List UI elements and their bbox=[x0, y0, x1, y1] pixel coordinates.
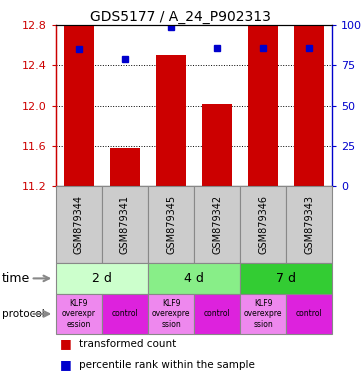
Text: control: control bbox=[112, 310, 138, 318]
Text: time: time bbox=[2, 272, 30, 285]
Text: 2 d: 2 d bbox=[92, 272, 112, 285]
Text: GSM879346: GSM879346 bbox=[258, 195, 268, 254]
Text: control: control bbox=[296, 310, 322, 318]
Text: KLF9
overexpr
ession: KLF9 overexpr ession bbox=[62, 299, 96, 329]
Text: protocol: protocol bbox=[2, 309, 44, 319]
Text: GDS5177 / A_24_P902313: GDS5177 / A_24_P902313 bbox=[90, 10, 271, 23]
Bar bbox=[248, 0, 278, 186]
Text: transformed count: transformed count bbox=[79, 339, 177, 349]
Text: GSM879342: GSM879342 bbox=[212, 195, 222, 254]
Text: control: control bbox=[204, 310, 230, 318]
Bar bbox=[202, 104, 232, 186]
Text: GSM879343: GSM879343 bbox=[304, 195, 314, 254]
Text: percentile rank within the sample: percentile rank within the sample bbox=[79, 360, 255, 370]
Text: GSM879344: GSM879344 bbox=[74, 195, 84, 254]
Text: KLF9
overexpre
ssion: KLF9 overexpre ssion bbox=[244, 299, 282, 329]
Bar bbox=[294, 0, 324, 186]
Bar bbox=[156, 55, 186, 186]
Text: 7 d: 7 d bbox=[276, 272, 296, 285]
Text: GSM879341: GSM879341 bbox=[120, 195, 130, 254]
Text: KLF9
overexpre
ssion: KLF9 overexpre ssion bbox=[152, 299, 190, 329]
Bar bbox=[64, 0, 94, 186]
Text: ■: ■ bbox=[60, 358, 71, 371]
Text: ■: ■ bbox=[60, 337, 71, 350]
Text: 4 d: 4 d bbox=[184, 272, 204, 285]
Bar bbox=[110, 148, 140, 186]
Text: GSM879345: GSM879345 bbox=[166, 195, 176, 254]
